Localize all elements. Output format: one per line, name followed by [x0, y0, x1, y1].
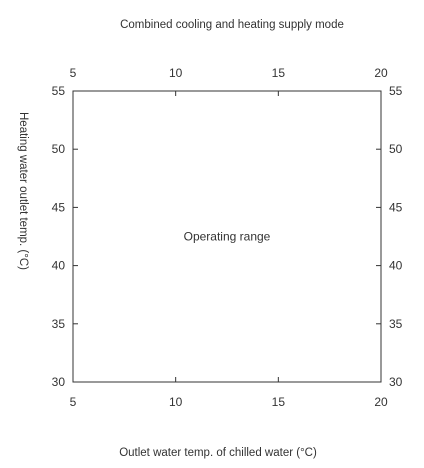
- y-tick-label-right: 30: [389, 375, 403, 389]
- y-tick-label-left: 50: [52, 142, 66, 156]
- y-tick-label-right: 55: [389, 84, 403, 98]
- x-tick-label-top: 5: [70, 66, 77, 80]
- right-axis-ticks: 30 35 40 45 50 55: [376, 84, 403, 389]
- x-tick-label-bottom: 20: [374, 395, 388, 409]
- bottom-axis-ticks: 5 10 15 20: [70, 377, 388, 409]
- x-axis-title: Outlet water temp. of chilled water (°C): [119, 447, 317, 459]
- plot-area-frame: [72, 90, 382, 383]
- y-tick-label-left: 45: [52, 200, 66, 214]
- y-tick-label-left: 30: [52, 375, 66, 389]
- left-axis-ticks: 30 35 40 45 50 55: [52, 84, 78, 389]
- y-tick-label-right: 45: [389, 200, 403, 214]
- y-tick-label-right: 50: [389, 142, 403, 156]
- y-tick-label-left: 40: [52, 259, 66, 273]
- x-tick-label-bottom: 15: [272, 395, 286, 409]
- x-tick-label-bottom: 5: [70, 395, 77, 409]
- top-axis-ticks: 5 10 15 20: [70, 66, 388, 96]
- y-tick-label-right: 40: [389, 259, 403, 273]
- operating-range-label: Operating range: [184, 230, 271, 244]
- chart-title: Combined cooling and heating supply mode: [120, 19, 344, 31]
- x-tick-label-top: 15: [272, 66, 286, 80]
- x-tick-label-top: 10: [169, 66, 183, 80]
- x-tick-label-bottom: 10: [169, 395, 183, 409]
- y-axis-title: Heating water outlet temp. (°C): [17, 112, 29, 270]
- x-tick-label-top: 20: [374, 66, 388, 80]
- y-tick-label-left: 55: [52, 84, 66, 98]
- y-tick-label-left: 35: [52, 317, 66, 331]
- y-tick-label-right: 35: [389, 317, 403, 331]
